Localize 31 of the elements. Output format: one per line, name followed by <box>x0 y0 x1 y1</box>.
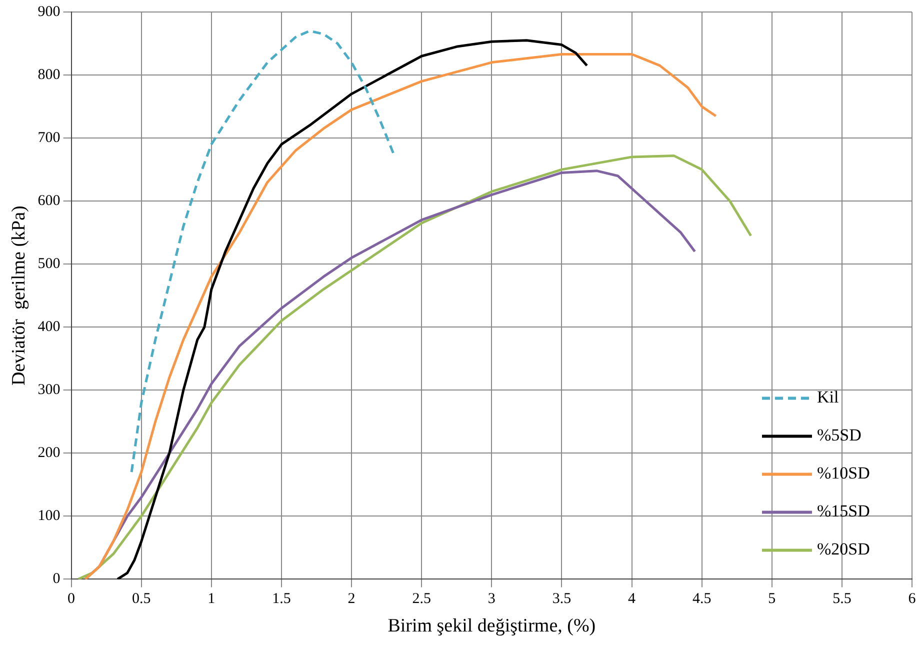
x-tick-label: 1.5 <box>272 591 291 608</box>
legend-label: %5SD <box>817 426 862 445</box>
y-tick-label: 800 <box>38 66 60 83</box>
y-tick-label: 400 <box>38 319 60 336</box>
y-tick-label: 600 <box>38 193 60 210</box>
x-tick-label: 0 <box>68 591 76 608</box>
x-tick-label: 3 <box>488 591 496 608</box>
x-tick-label: 0.5 <box>132 591 151 608</box>
x-tick-label: 5 <box>768 591 776 608</box>
x-tick-label: 3.5 <box>552 591 572 608</box>
legend-label: %20SD <box>817 540 870 559</box>
x-tick-label: 4.5 <box>692 591 712 608</box>
y-tick-label: 700 <box>38 130 60 146</box>
legend-label: %10SD <box>817 464 870 483</box>
y-tick-label: 0 <box>52 571 60 588</box>
line-series <box>130 30 395 474</box>
x-tick-label: 2 <box>348 591 356 608</box>
legend-label: %15SD <box>817 502 870 521</box>
x-tick-label: 6 <box>908 591 916 608</box>
y-axis-title: Deviatör gerilme (kPa) <box>8 206 30 386</box>
x-axis-title: Birim şekil değiştirme, (%) <box>388 616 596 637</box>
legend-label: Kil <box>817 388 839 407</box>
x-tick-label: 1 <box>208 591 216 608</box>
y-tick-label: 100 <box>38 508 60 524</box>
x-tick-label: 2.5 <box>412 591 431 608</box>
y-tick-label: 200 <box>38 445 60 462</box>
x-tick-label: 4 <box>628 591 636 608</box>
y-tick-label: 300 <box>38 382 60 398</box>
x-tick-label: 5.5 <box>832 591 852 608</box>
y-tick-label: 900 <box>38 4 60 20</box>
y-tick-label: 500 <box>38 256 60 272</box>
